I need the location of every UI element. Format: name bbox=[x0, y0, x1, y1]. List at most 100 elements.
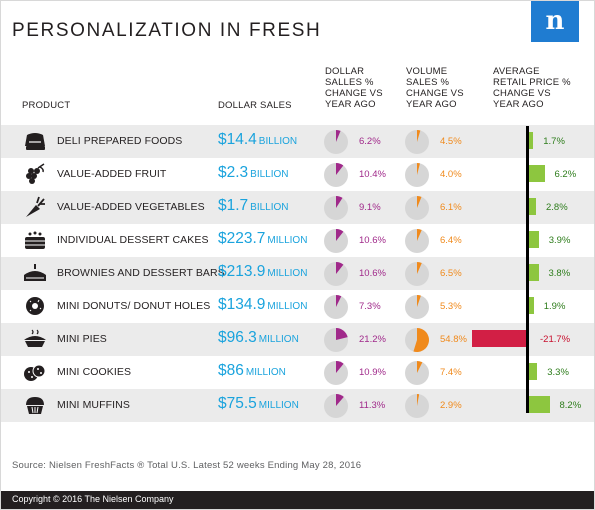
dollar-change-label: 10.6% bbox=[359, 268, 386, 279]
volume-change-pie bbox=[405, 262, 429, 286]
sales-unit: MILLION bbox=[258, 400, 299, 411]
dollar-change-label: 10.6% bbox=[359, 235, 386, 246]
price-change-label: 3.3% bbox=[547, 367, 569, 378]
dollar-sales: $134.9 MILLION bbox=[218, 296, 307, 314]
header-line: YEAR AGO bbox=[325, 99, 376, 110]
dollar-change-label: 10.9% bbox=[359, 367, 386, 378]
volume-change-pie-slice bbox=[417, 361, 423, 373]
dollar-change-pie-slice bbox=[336, 361, 344, 373]
dollar-change-pie-slice bbox=[336, 229, 344, 241]
dollar-change-pie bbox=[324, 328, 348, 352]
price-change-label: -21.7% bbox=[540, 334, 571, 345]
header-product: PRODUCT bbox=[22, 100, 71, 111]
sales-unit: MILLION bbox=[267, 301, 308, 312]
volume-change-label: 4.5% bbox=[440, 136, 462, 147]
product-name: MINI PIES bbox=[57, 333, 107, 345]
donut-icon bbox=[26, 297, 44, 315]
sales-unit: MILLION bbox=[245, 367, 286, 378]
table-row: INDIVIDUAL DESSERT CAKES $223.7 MILLION 10.… bbox=[0, 224, 595, 257]
table-row: VALUE-ADDED VEGETABLES $1.7 BILLION 9.1% 6.1… bbox=[0, 191, 595, 224]
dollar-change-pie-slice bbox=[336, 262, 344, 274]
product-name: INDIVIDUAL DESSERT CAKES bbox=[57, 234, 209, 246]
dollar-change-pie-slice bbox=[336, 394, 344, 406]
volume-change-pie-slice bbox=[413, 328, 429, 352]
cake-icon bbox=[25, 231, 45, 249]
volume-change-pie-slice bbox=[417, 262, 422, 274]
price-change-label: 2.8% bbox=[546, 202, 568, 213]
dollar-change-label: 21.2% bbox=[359, 334, 386, 345]
volume-change-pie-slice bbox=[417, 196, 422, 208]
price-change-label: 3.8% bbox=[548, 268, 571, 279]
dollar-change-pie bbox=[324, 262, 348, 286]
price-zero-axis bbox=[526, 126, 529, 413]
table-row: MINI DONUTS/ DONUT HOLES $134.9 MILLION 7.3… bbox=[0, 290, 595, 323]
volume-change-label: 5.3% bbox=[440, 301, 462, 312]
sandwich-icon bbox=[25, 133, 45, 150]
carrot-icon bbox=[26, 196, 45, 217]
price-change-bar bbox=[471, 330, 526, 347]
header-line: CHANGE VS bbox=[493, 88, 551, 99]
dollar-change-pie bbox=[324, 295, 348, 319]
dollar-change-label: 9.1% bbox=[359, 202, 381, 213]
table-row: MINI PIES $96.3 MILLION 21.2% 54.8% -21.7% bbox=[0, 323, 595, 356]
table-row: VALUE-ADDED FRUIT $2.3 BILLION 10.4% 4.0% 6.2… bbox=[0, 158, 595, 191]
footer-bar: Copyright © 2016 The Nielsen Company bbox=[0, 491, 595, 510]
logo-letter: n bbox=[545, 6, 565, 36]
product-name: VALUE-ADDED VEGETABLES bbox=[57, 201, 205, 213]
price-change-label: 6.2% bbox=[554, 169, 577, 180]
sales-value: $96.3 bbox=[218, 329, 257, 346]
header-dollar-change: DOLLAR SALLES % CHANGE VS YEAR AGO bbox=[325, 66, 383, 110]
price-change-label: 1.7% bbox=[543, 136, 565, 147]
sales-value: $86 bbox=[218, 362, 244, 379]
price-change-label: 8.2% bbox=[559, 400, 582, 411]
volume-change-label: 6.1% bbox=[440, 202, 462, 213]
volume-change-pie-slice bbox=[417, 163, 420, 175]
header-line: RETAIL PRICE % bbox=[493, 77, 571, 88]
header-line: AVERAGE bbox=[493, 66, 540, 77]
sales-value: $14.4 bbox=[218, 131, 257, 148]
volume-change-pie bbox=[405, 328, 429, 352]
sales-unit: BILLION bbox=[250, 202, 289, 213]
volume-change-pie bbox=[405, 295, 429, 319]
header-line: SALES % bbox=[406, 77, 450, 88]
dollar-change-pie bbox=[324, 361, 348, 385]
header-avg-price: AVERAGE RETAIL PRICE % CHANGE VS YEAR AG… bbox=[493, 66, 571, 110]
price-change-bar bbox=[529, 264, 539, 281]
volume-change-pie bbox=[405, 163, 429, 187]
cookies-icon bbox=[24, 364, 46, 381]
sales-unit: BILLION bbox=[258, 136, 298, 147]
header-line: CHANGE VS bbox=[406, 88, 464, 99]
volume-change-label: 7.4% bbox=[440, 367, 462, 378]
header-line: SALLES % bbox=[325, 77, 374, 88]
dollar-sales: $2.3 BILLION bbox=[218, 164, 289, 182]
dollar-change-pie bbox=[324, 229, 348, 253]
volume-change-label: 4.0% bbox=[440, 169, 462, 180]
table-row: BROWNIES AND DESSERT BARS $213.9 MILLION 10… bbox=[0, 257, 595, 290]
dollar-change-label: 7.3% bbox=[359, 301, 381, 312]
table-row: MINI MUFFINS $75.5 MILLION 11.3% 2.9% 8.2% bbox=[0, 389, 595, 422]
price-change-label: 3.9% bbox=[548, 235, 571, 246]
copyright-text: Copyright © 2016 The Nielsen Company bbox=[12, 494, 174, 504]
dollar-sales: $96.3 MILLION bbox=[218, 329, 299, 347]
product-name: VALUE-ADDED FRUIT bbox=[57, 168, 167, 180]
price-change-bar bbox=[529, 165, 545, 182]
dollar-change-pie-slice bbox=[336, 130, 341, 142]
volume-change-pie-slice bbox=[417, 394, 420, 406]
dollar-sales: $1.7 BILLION bbox=[218, 197, 289, 215]
product-name: MINI COOKIES bbox=[57, 366, 132, 378]
product-name: MINI DONUTS/ DONUT HOLES bbox=[57, 300, 211, 312]
dollar-change-pie-slice bbox=[336, 295, 342, 307]
price-change-bar bbox=[529, 396, 550, 413]
price-change-bar bbox=[529, 132, 534, 149]
grapes-icon bbox=[26, 163, 45, 184]
header-line: YEAR AGO bbox=[493, 99, 544, 110]
header-line: DOLLAR bbox=[325, 66, 365, 77]
volume-change-pie-slice bbox=[417, 295, 421, 307]
header-volume-change: VOLUME SALES % CHANGE VS YEAR AGO bbox=[406, 66, 464, 110]
price-change-bar bbox=[529, 231, 539, 248]
volume-change-pie bbox=[405, 196, 429, 220]
header-line: CHANGE VS bbox=[325, 88, 383, 99]
dollar-sales: $14.4 BILLION bbox=[218, 131, 297, 149]
volume-change-label: 2.9% bbox=[440, 400, 462, 411]
dollar-change-pie bbox=[324, 196, 348, 220]
